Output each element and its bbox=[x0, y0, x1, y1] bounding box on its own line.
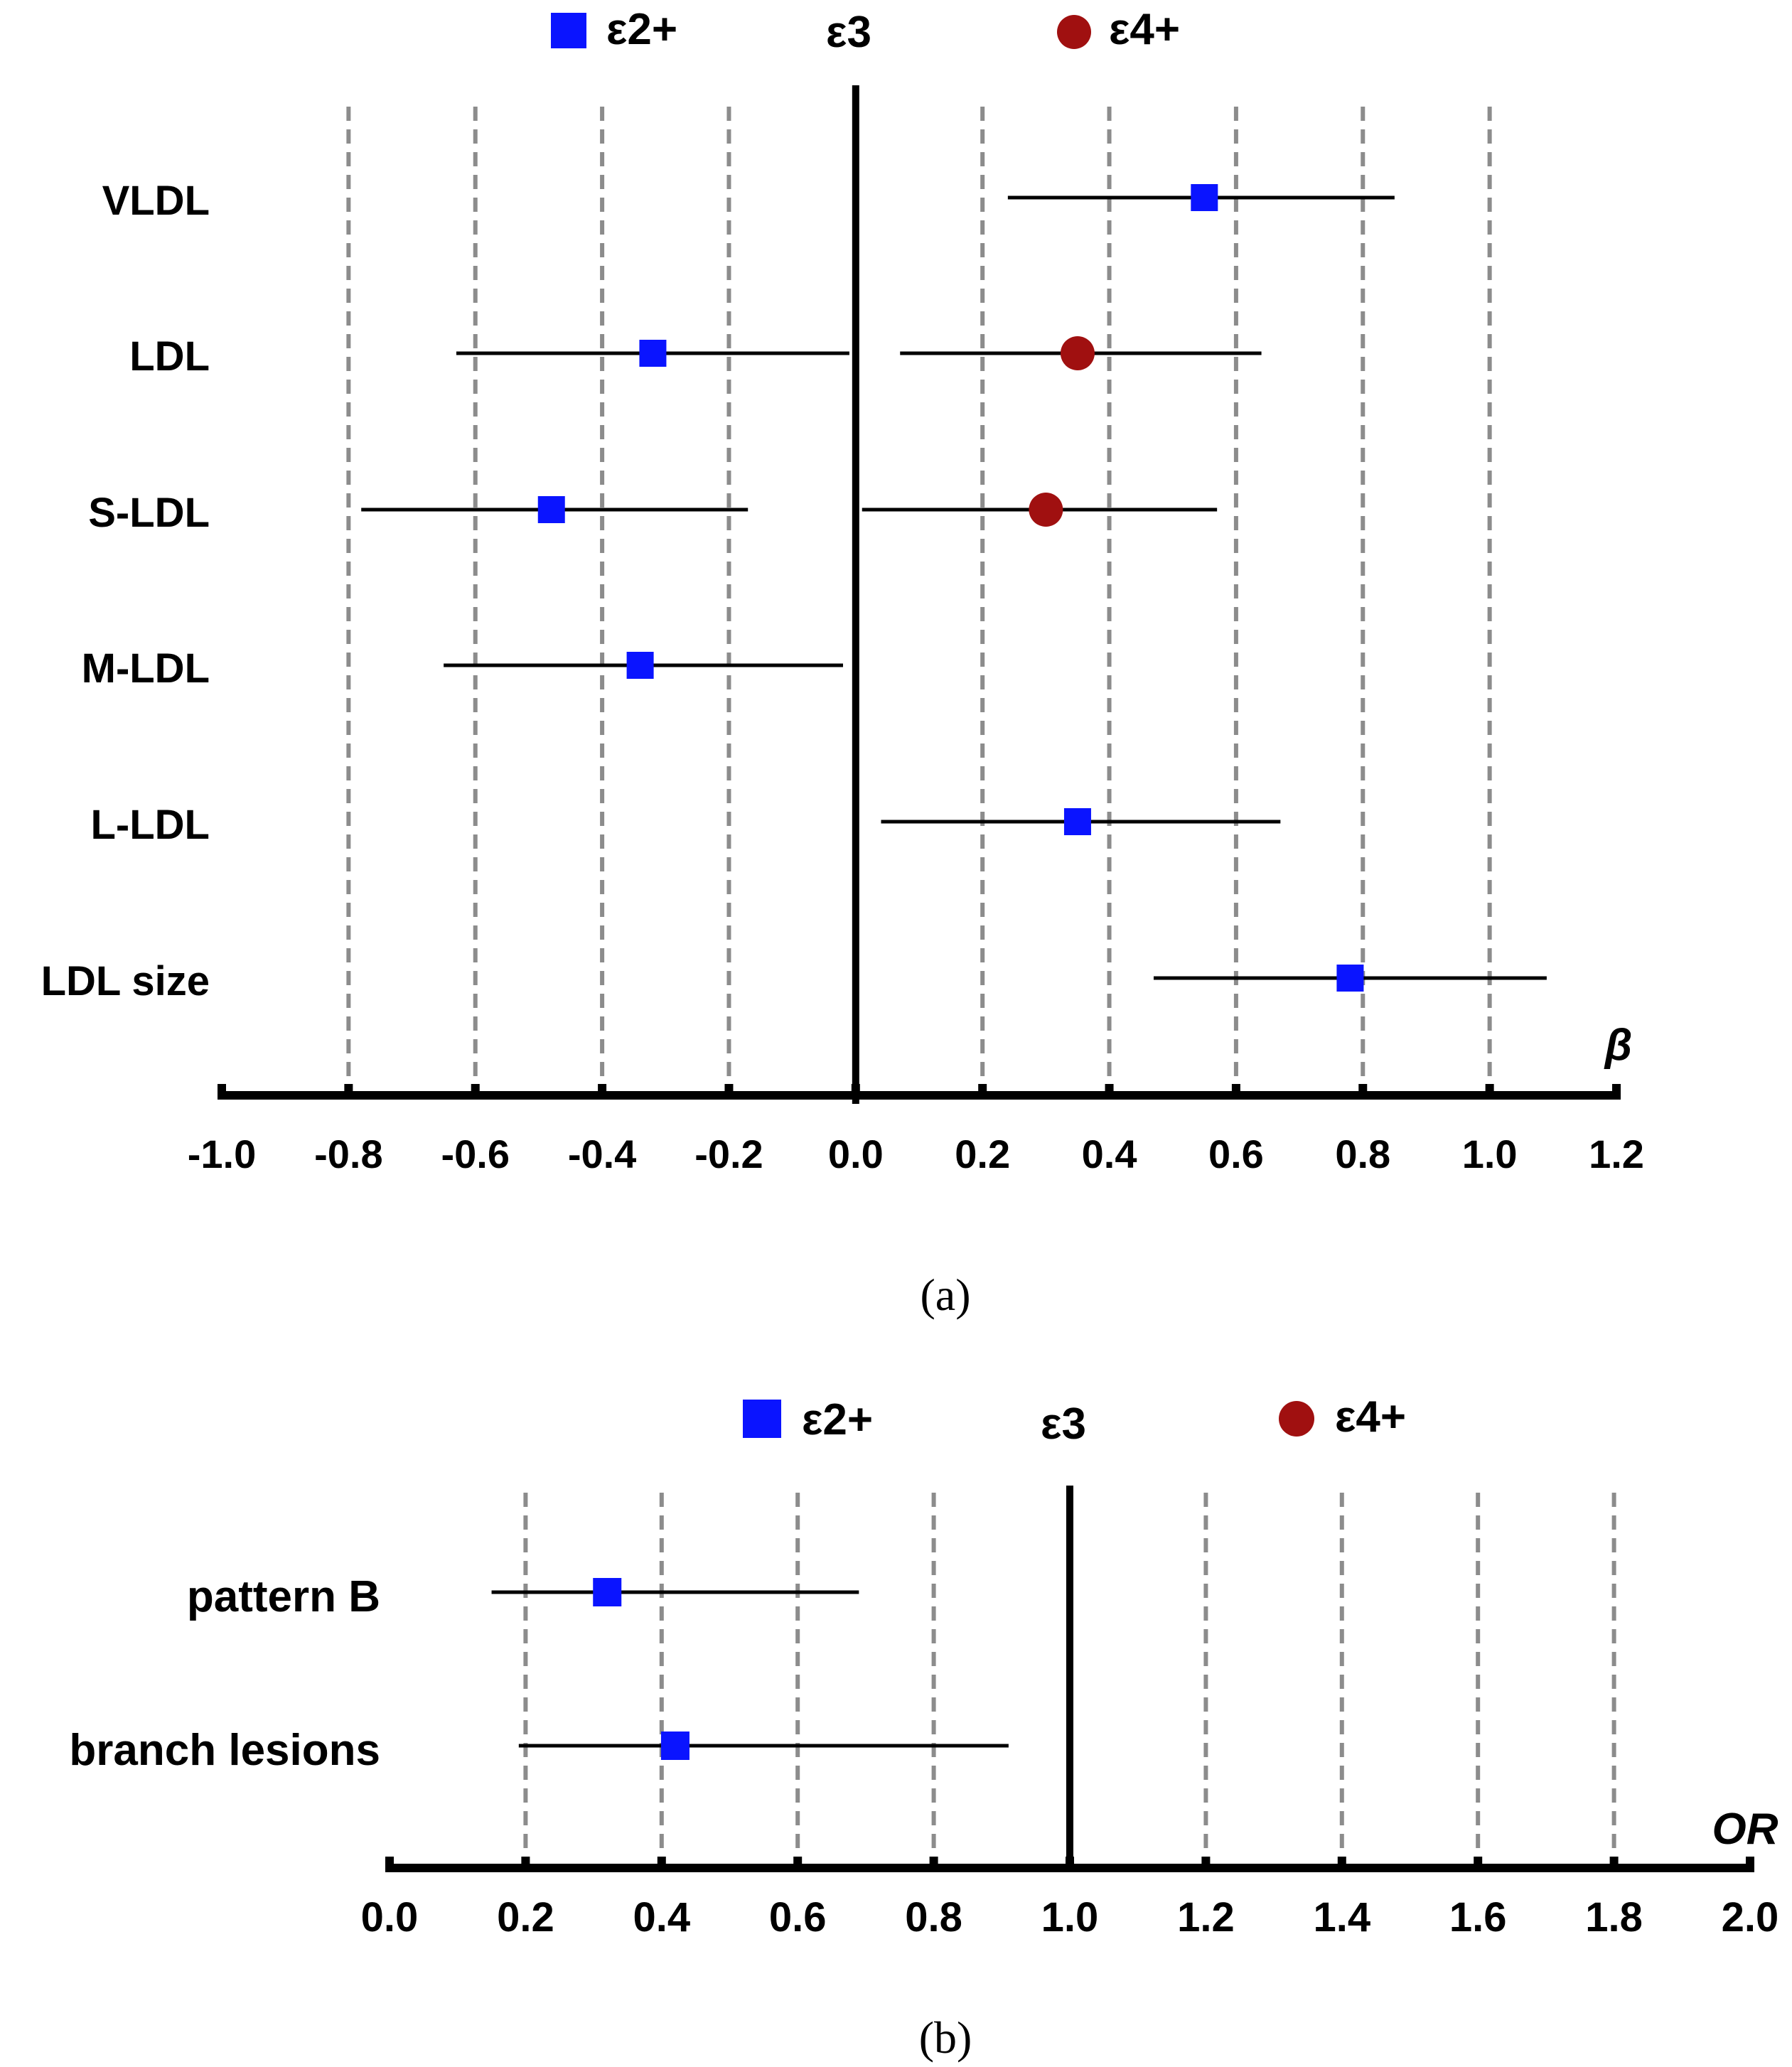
tick-label-b-0-6: 0.6 bbox=[769, 1894, 827, 1940]
tick-label-a-1-2: 1.2 bbox=[1589, 1132, 1644, 1176]
legend-ref-label-a: ε3 bbox=[826, 8, 871, 57]
x-ticks-b bbox=[385, 1857, 1754, 1871]
tick-label-a-0-8: -0.8 bbox=[314, 1132, 383, 1176]
point-s-ldl-e4 bbox=[1029, 493, 1063, 527]
legend-e4-label-a: ε4+ bbox=[1109, 5, 1180, 54]
row-label-ldl: LDL bbox=[129, 333, 210, 380]
tick-label-b-2-0: 2.0 bbox=[1722, 1894, 1779, 1940]
axis-label-beta: β bbox=[1604, 1021, 1632, 1070]
tick-label-a-0-8: 0.8 bbox=[1335, 1132, 1390, 1176]
row-label-m-ldl: M-LDL bbox=[82, 645, 210, 692]
x-ticks-a bbox=[218, 1084, 1621, 1098]
gridlines-b bbox=[523, 1493, 1616, 1862]
legend-e2-label-b: ε2+ bbox=[802, 1395, 873, 1444]
row-label-s-ldl: S-LDL bbox=[88, 490, 210, 536]
row-label-ldl-size: LDL size bbox=[41, 958, 210, 1004]
tick-label-b-1-6: 1.6 bbox=[1449, 1894, 1507, 1940]
tick-label-b-0-0: 0.0 bbox=[361, 1894, 419, 1940]
point-pattern-b-e2 bbox=[593, 1578, 622, 1606]
legend-e4-marker-b bbox=[1279, 1401, 1314, 1437]
gridlines-a bbox=[346, 107, 1492, 1086]
legend-e2-label-a: ε2+ bbox=[606, 5, 677, 54]
point-vldl-e2 bbox=[1191, 184, 1218, 211]
point-l-ldl-e2 bbox=[1063, 808, 1091, 835]
tick-label-b-1-4: 1.4 bbox=[1313, 1894, 1370, 1940]
row-label-vldl: VLDL bbox=[102, 178, 210, 224]
tick-label-a-1-0: -1.0 bbox=[188, 1132, 257, 1176]
tick-label-a-0-6: -0.6 bbox=[441, 1132, 510, 1176]
legend-e2-marker-b bbox=[743, 1400, 781, 1438]
point-s-ldl-e2 bbox=[537, 496, 565, 523]
row-label-l-ldl: L-LDL bbox=[91, 802, 210, 848]
tick-label-a-0-0: 0.0 bbox=[828, 1132, 884, 1176]
point-ldl-e4 bbox=[1060, 336, 1095, 370]
tick-label-b-0-8: 0.8 bbox=[905, 1894, 962, 1940]
caption-a: (a) bbox=[920, 1269, 970, 1320]
x-tick-labels-a: -1.0 -0.8 -0.6 -0.4 -0.2 0.0 0.2 0.4 0.6 0.8 1.0 1.… bbox=[188, 1132, 1644, 1176]
x-tick-labels-b: 0.0 0.2 0.4 0.6 0.8 1.0 1.2 1.4 1.6 1.8 2.0 bbox=[361, 1894, 1779, 1940]
point-ldl-e2 bbox=[639, 340, 667, 367]
row-label-branch-lesions: branch lesions bbox=[69, 1726, 380, 1775]
panel-a: ε2+ ε3 ε4+ VLDL LDL S-LDL M-LDL L-LDL LD… bbox=[41, 5, 1644, 1320]
row-label-pattern-b: pattern B bbox=[187, 1572, 380, 1621]
tick-label-b-1-0: 1.0 bbox=[1041, 1894, 1099, 1940]
tick-label-a-0-4: 0.4 bbox=[1082, 1132, 1137, 1176]
point-branch-lesions-e2 bbox=[660, 1732, 690, 1760]
point-m-ldl-e2 bbox=[626, 652, 654, 679]
tick-label-b-1-8: 1.8 bbox=[1585, 1894, 1643, 1940]
axis-label-or: OR bbox=[1712, 1805, 1778, 1854]
forest-marks-a bbox=[361, 184, 1547, 992]
legend-e4-label-b: ε4+ bbox=[1335, 1392, 1406, 1441]
legend-ref-label-b: ε3 bbox=[1041, 1400, 1086, 1449]
point-ldl-size-e2 bbox=[1336, 965, 1364, 992]
tick-label-b-0-2: 0.2 bbox=[497, 1894, 554, 1940]
legend-e2-marker-a bbox=[551, 13, 586, 48]
tick-label-a-1-0: 1.0 bbox=[1462, 1132, 1518, 1176]
tick-label-b-0-4: 0.4 bbox=[633, 1894, 690, 1940]
forest-marks-b bbox=[491, 1578, 1009, 1760]
tick-label-a-0-2: 0.2 bbox=[955, 1132, 1010, 1176]
legend-e4-marker-a bbox=[1057, 15, 1091, 49]
tick-label-a-0-4: -0.4 bbox=[568, 1132, 637, 1176]
tick-label-a-0-6: 0.6 bbox=[1208, 1132, 1264, 1176]
tick-label-b-1-2: 1.2 bbox=[1177, 1894, 1235, 1940]
panel-b: ε2+ ε3 ε4+ pattern B branch lesions 0.0 0… bbox=[69, 1392, 1778, 2063]
caption-b: (b) bbox=[919, 2012, 972, 2063]
tick-label-a-0-2: -0.2 bbox=[694, 1132, 763, 1176]
